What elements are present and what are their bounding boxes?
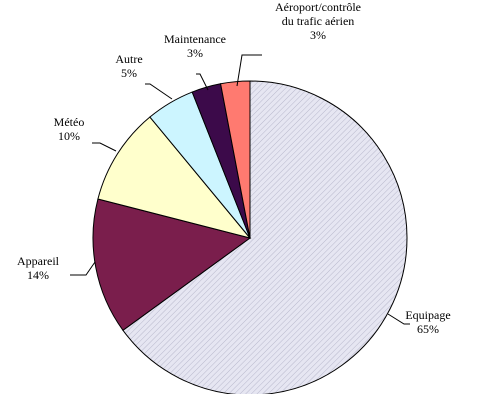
slice-category-label: Météo <box>54 115 85 129</box>
slice-value-label: 3% <box>187 46 203 60</box>
slice-value-label: 5% <box>121 66 137 80</box>
slice-category-label: Equipage <box>405 308 450 322</box>
slice-label: Autre 5% <box>115 52 142 80</box>
slice-label: Aéroport/contrôle du trafic aérien 3% <box>275 0 361 42</box>
pie-slice-appareil <box>92 198 252 331</box>
slice-value-label: 3% <box>310 28 326 42</box>
slice-label: Equipage 65% <box>405 308 450 336</box>
pie-slices <box>92 80 408 394</box>
leader-line <box>236 54 262 87</box>
slice-category-label: Maintenance <box>164 32 226 46</box>
slice-category-label: Appareil <box>17 254 60 268</box>
slice-value-label: 65% <box>417 322 439 336</box>
slice-label: Maintenance 3% <box>164 32 226 60</box>
pie-slice-equipage <box>122 80 408 394</box>
slice-label: Météo 10% <box>54 115 85 143</box>
leader-lines <box>70 54 410 325</box>
slice-value-label: 10% <box>58 129 80 143</box>
leader-line <box>70 261 96 276</box>
pie-slice-meteo <box>97 116 252 239</box>
leader-line <box>145 83 173 100</box>
slice-value-label: 14% <box>27 268 49 282</box>
slice-label: Appareil 14% <box>17 254 60 282</box>
slice-category-label: du trafic aérien <box>282 14 355 28</box>
pie-slice-aeroport <box>219 80 251 239</box>
slice-category-label: Aéroport/contrôle <box>275 0 361 14</box>
slice-labels: Equipage 65% Appareil 14% Météo 10% Autre 5% Mai… <box>17 0 451 336</box>
leader-line <box>196 73 209 91</box>
leader-line <box>92 142 117 152</box>
leader-line <box>387 313 410 325</box>
slice-category-label: Autre <box>115 52 142 66</box>
